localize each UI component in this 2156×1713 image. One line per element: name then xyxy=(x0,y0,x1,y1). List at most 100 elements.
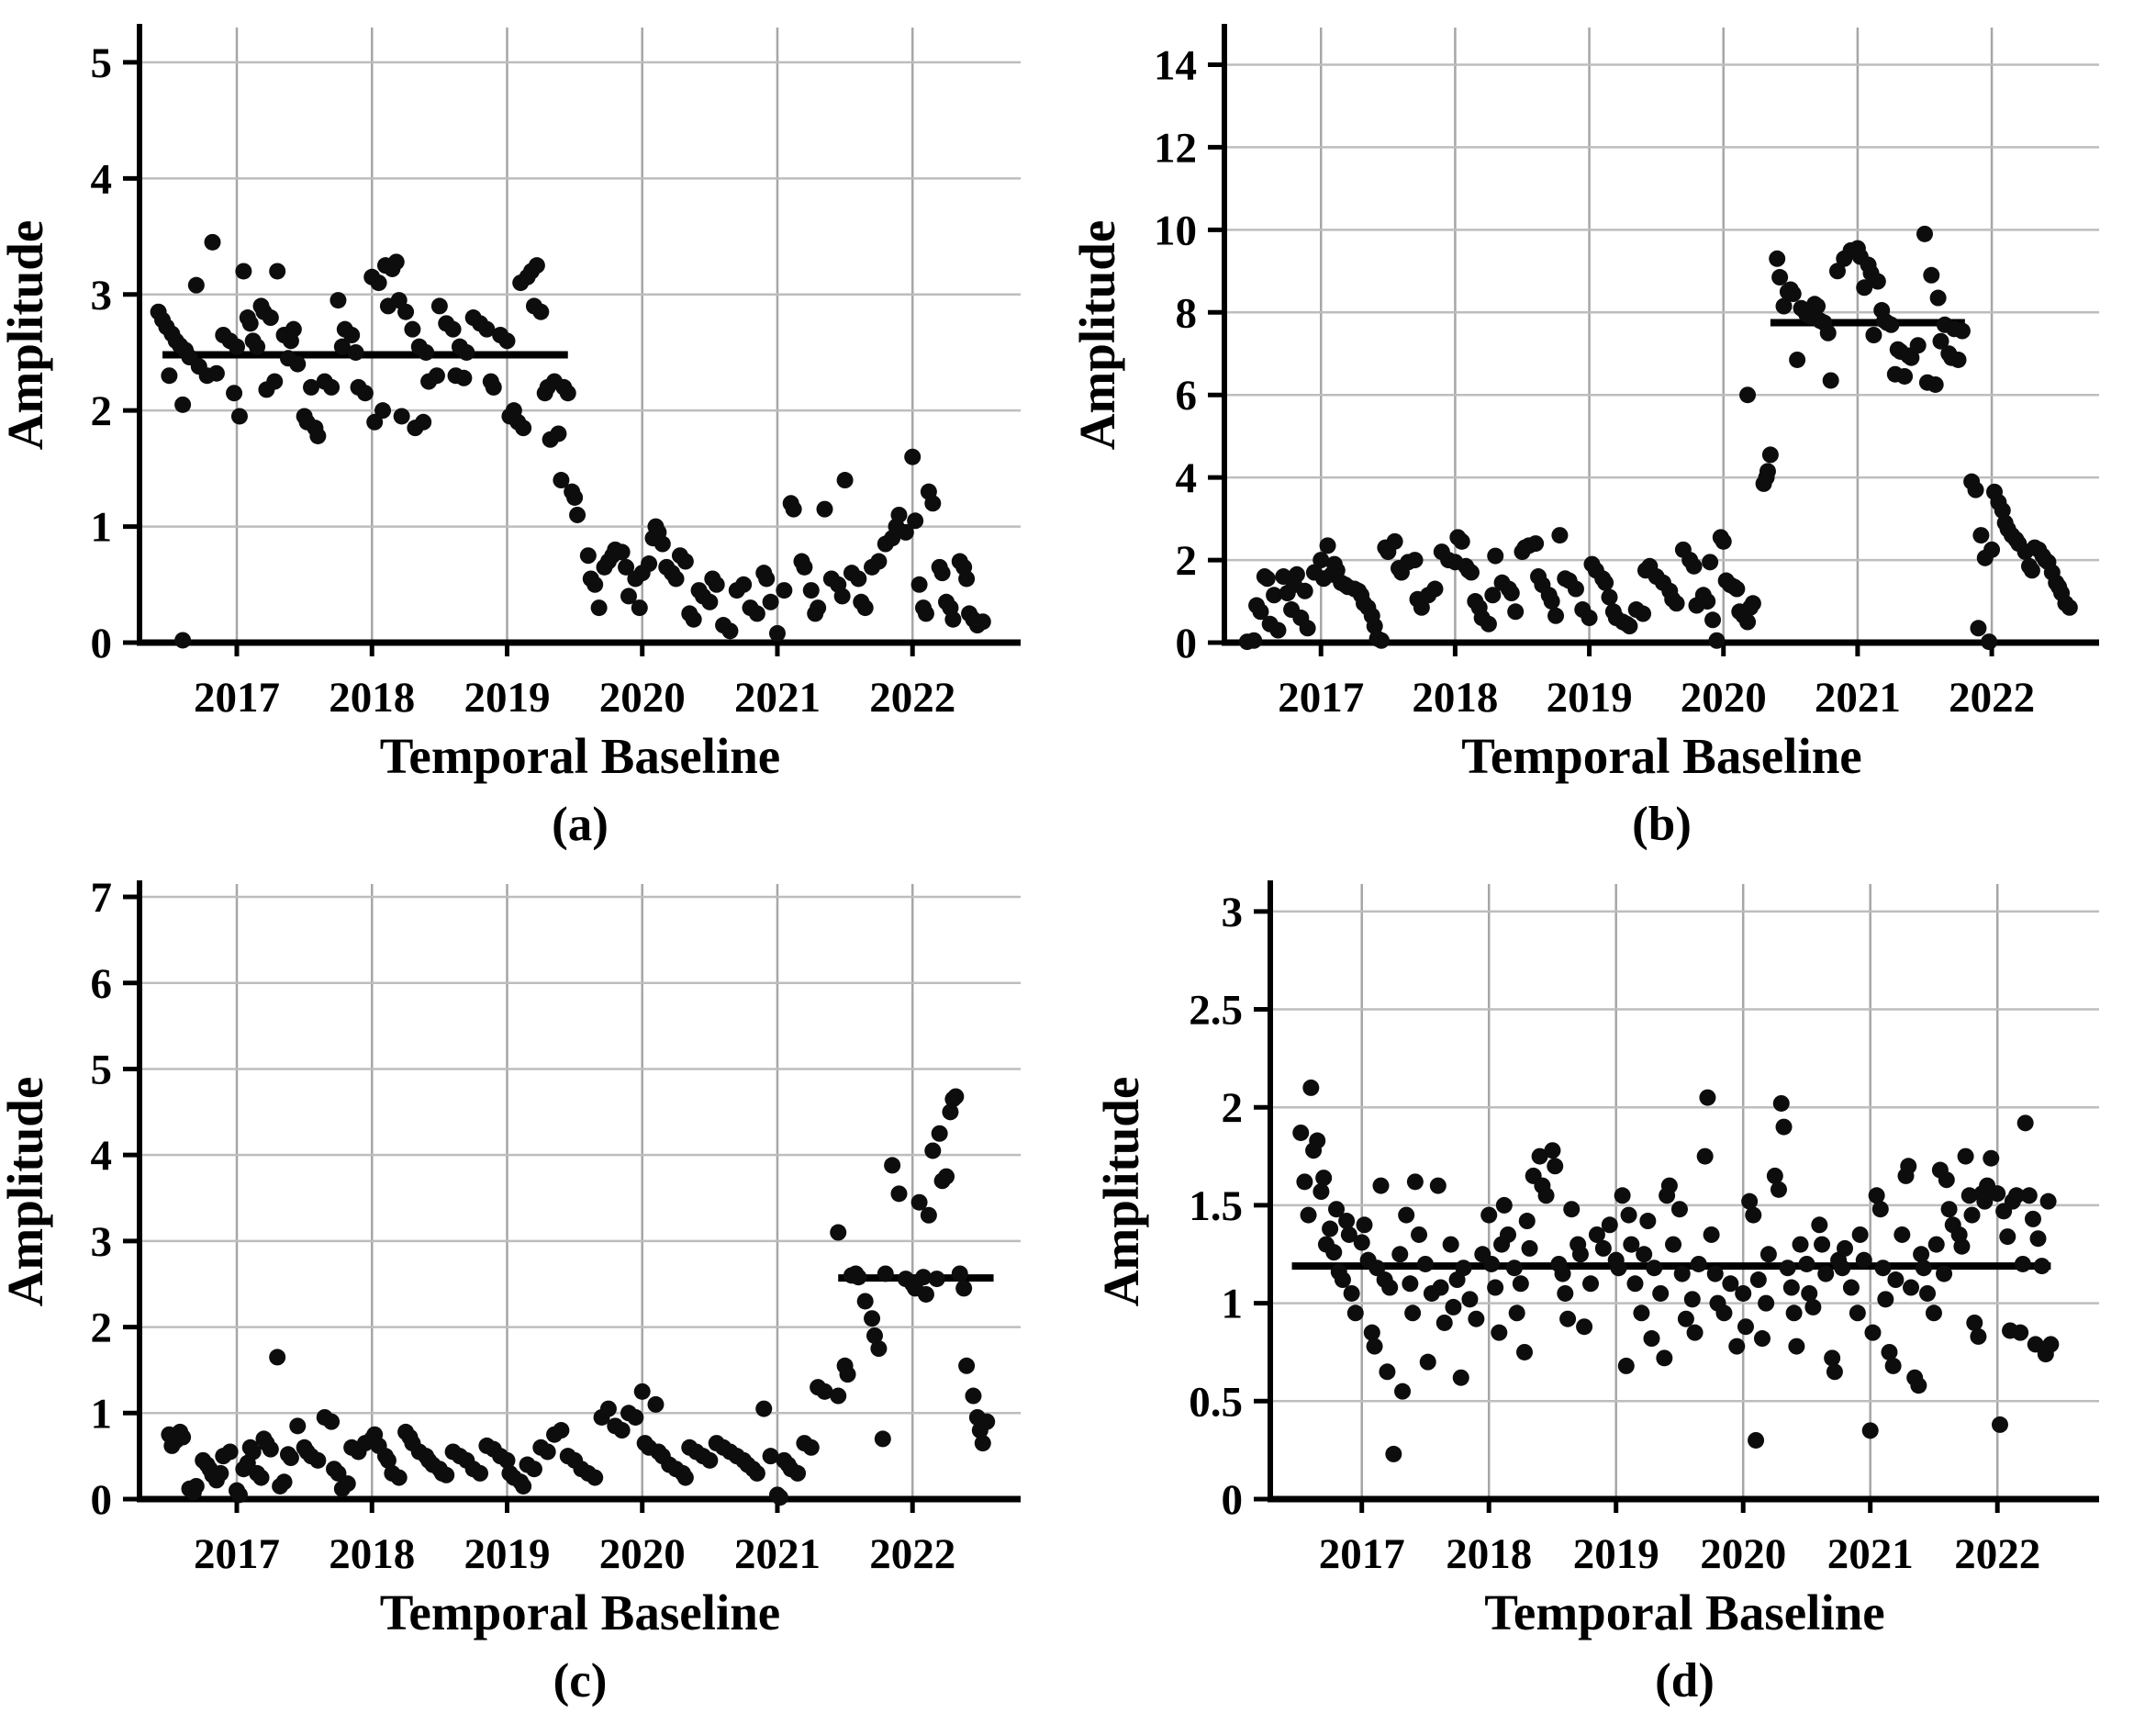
data-point xyxy=(910,576,928,593)
data-point xyxy=(1819,324,1837,341)
data-point xyxy=(1379,1363,1396,1381)
panel-caption: (c) xyxy=(553,1654,608,1707)
data-point xyxy=(1246,632,1263,649)
data-point xyxy=(1391,1246,1409,1263)
data-point xyxy=(532,303,550,320)
data-point xyxy=(1373,632,1391,649)
data-point xyxy=(455,369,473,386)
data-point xyxy=(1334,1271,1351,1289)
data-point xyxy=(1635,605,1652,622)
data-point xyxy=(1413,599,1430,616)
data-point xyxy=(928,1271,945,1288)
data-point xyxy=(965,1387,982,1405)
y-tick-label: 3 xyxy=(91,1218,113,1266)
data-point xyxy=(1445,1298,1462,1316)
data-point xyxy=(1927,375,1944,393)
data-point xyxy=(515,420,532,437)
data-point xyxy=(833,588,851,605)
data-point xyxy=(1685,557,1703,575)
x-tick-label: 2017 xyxy=(194,1530,280,1578)
data-point xyxy=(1929,289,1947,307)
data-point xyxy=(235,263,252,280)
data-point xyxy=(708,576,725,593)
data-point xyxy=(816,1383,833,1400)
data-point xyxy=(1927,1236,1945,1253)
data-point xyxy=(667,570,685,588)
data-point xyxy=(836,472,854,489)
data-point xyxy=(1788,1338,1805,1355)
panel-c: 0 1 2 3 4 5 6 7 2017 2018 2019 2020 2021 2022 Temporal… xyxy=(0,856,1078,1713)
data-point xyxy=(1869,273,1886,290)
gridlines xyxy=(1224,28,2099,643)
data-point xyxy=(1394,1383,1412,1400)
data-point xyxy=(1258,570,1276,588)
data-point xyxy=(762,1448,779,1465)
data-point xyxy=(1976,1192,1994,1210)
data-point xyxy=(174,632,192,649)
y-tick-label: 7 xyxy=(91,874,113,922)
data-point xyxy=(1737,1318,1754,1336)
data-point xyxy=(1288,565,1305,583)
x-tick-label: 2022 xyxy=(869,1530,955,1578)
panel-d: 0 0.5 1 1.5 2 2.5 3 2017 2018 2019 2020 2021 2022 Tem… xyxy=(1078,856,2156,1713)
data-point xyxy=(1963,1206,1981,1224)
data-point xyxy=(1910,1377,1927,1394)
data-point xyxy=(174,396,192,413)
x-tick-label: 2021 xyxy=(734,1530,821,1578)
data-point xyxy=(586,1469,604,1486)
data-point xyxy=(390,1469,408,1486)
data-point xyxy=(1416,1255,1434,1272)
data-point xyxy=(802,582,820,599)
panel-caption: (d) xyxy=(1655,1654,1715,1707)
data-point xyxy=(241,315,259,332)
data-point xyxy=(1779,1260,1796,1277)
data-point xyxy=(1748,1431,1765,1449)
data-point xyxy=(1499,1226,1516,1243)
y-tick-label: 6 xyxy=(1176,372,1198,420)
data-point xyxy=(397,303,415,320)
x-tick-label: 2020 xyxy=(1681,674,1767,722)
data-point xyxy=(1994,502,2011,520)
data-point xyxy=(755,1400,773,1417)
data-point xyxy=(1739,613,1757,631)
data-point xyxy=(1343,1284,1360,1302)
data-point xyxy=(1834,1260,1851,1277)
data-point xyxy=(1636,1246,1653,1263)
data-point xyxy=(430,297,448,315)
y-tick-label: 1.5 xyxy=(1189,1182,1243,1230)
data-point xyxy=(864,1310,881,1327)
data-point xyxy=(1896,367,1914,385)
x-tick-label: 2018 xyxy=(329,674,415,722)
axes: 0 1 2 3 4 5 6 7 2017 2018 2019 2020 2021 2022 xyxy=(91,874,1021,1578)
data-point xyxy=(1515,1343,1533,1360)
data-point xyxy=(370,274,387,292)
x-tick-label: 2019 xyxy=(464,1530,550,1578)
data-point xyxy=(569,506,586,523)
data-point xyxy=(1999,1228,2016,1246)
data-point xyxy=(1610,1260,1627,1277)
data-point xyxy=(1626,1275,1644,1293)
data-point xyxy=(1462,564,1480,581)
data-point xyxy=(890,506,908,523)
data-point xyxy=(1594,1239,1612,1257)
data-point xyxy=(2016,1114,2034,1132)
data-point xyxy=(1300,1206,1317,1224)
data-point xyxy=(550,425,567,442)
data-point xyxy=(1567,580,1584,598)
data-point xyxy=(877,1265,894,1282)
data-point xyxy=(1936,1265,1953,1282)
data-point xyxy=(1597,574,1614,591)
data-point xyxy=(2023,562,2040,579)
y-tick-label: 4 xyxy=(91,155,113,203)
data-point xyxy=(2012,1324,2029,1341)
data-point xyxy=(1353,1234,1370,1251)
panel-d-scatter-chart: 0 0.5 1 1.5 2 2.5 3 2017 2018 2019 2020 2021 2022 Tem… xyxy=(1093,880,2099,1707)
data-point xyxy=(2024,1210,2041,1227)
scatter-points xyxy=(150,233,991,649)
data-point xyxy=(1932,332,1949,350)
data-point xyxy=(379,1451,397,1469)
data-point xyxy=(1699,593,1716,610)
y-tick-label: 2.5 xyxy=(1189,987,1243,1035)
data-point xyxy=(1601,1216,1618,1234)
